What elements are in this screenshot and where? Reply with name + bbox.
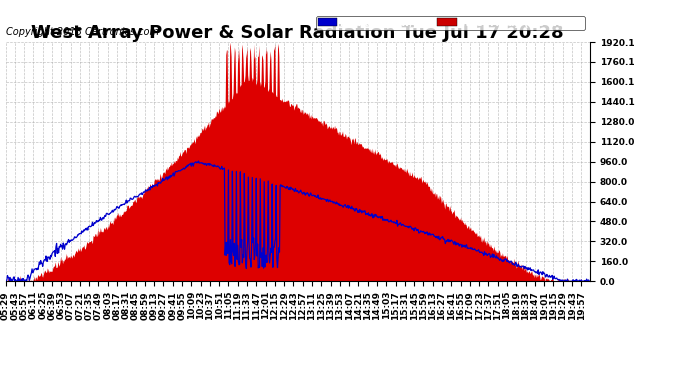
- Legend: Radiation (w/m2), West Array (DC Watts): Radiation (w/m2), West Array (DC Watts): [316, 16, 585, 30]
- Title: West Array Power & Solar Radiation Tue Jul 17 20:28: West Array Power & Solar Radiation Tue J…: [32, 24, 564, 42]
- Text: Copyright 2018 Cartronics.com: Copyright 2018 Cartronics.com: [6, 27, 159, 37]
